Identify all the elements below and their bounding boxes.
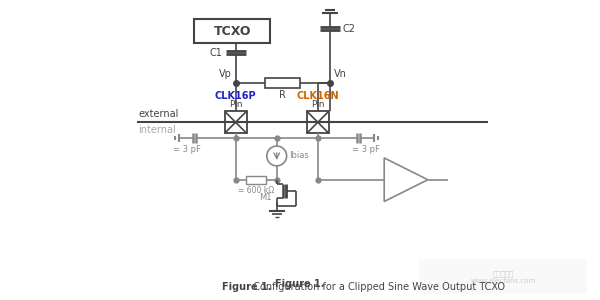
Bar (225, 111, 247, 133)
Bar (307, 111, 329, 133)
Text: = 3 pF: = 3 pF (352, 145, 380, 154)
Text: = 3 pF: = 3 pF (173, 145, 201, 154)
Text: C1: C1 (210, 48, 223, 58)
Text: TCXO: TCXO (214, 25, 251, 38)
Bar (246, 176, 266, 184)
Bar (265, 78, 301, 88)
Bar (194, 19, 270, 43)
Text: M1: M1 (259, 193, 272, 202)
Text: external: external (139, 109, 179, 119)
Text: CLK16P: CLK16P (215, 92, 256, 101)
Circle shape (267, 146, 287, 166)
Text: Pin: Pin (229, 100, 242, 109)
Text: Pin: Pin (311, 100, 325, 109)
Text: Vp: Vp (219, 69, 232, 79)
Text: Figure 1.: Figure 1. (275, 279, 325, 289)
Text: 电子发烧友
www.elecfans.com: 电子发烧友 www.elecfans.com (470, 270, 536, 284)
Text: internal: internal (139, 125, 176, 135)
Text: Ibias: Ibias (290, 152, 310, 160)
Bar (419, 259, 587, 294)
Text: = 600 kΩ: = 600 kΩ (238, 186, 274, 195)
Text: R: R (279, 90, 286, 100)
Text: C2: C2 (343, 24, 356, 34)
Text: Figure 1.: Figure 1. (222, 283, 271, 292)
Text: CLK16N: CLK16N (296, 92, 339, 101)
Polygon shape (384, 158, 428, 202)
Text: Configuration for a Clipped Sine Wave Output TCXO: Configuration for a Clipped Sine Wave Ou… (222, 283, 505, 292)
Text: Vn: Vn (334, 69, 347, 79)
